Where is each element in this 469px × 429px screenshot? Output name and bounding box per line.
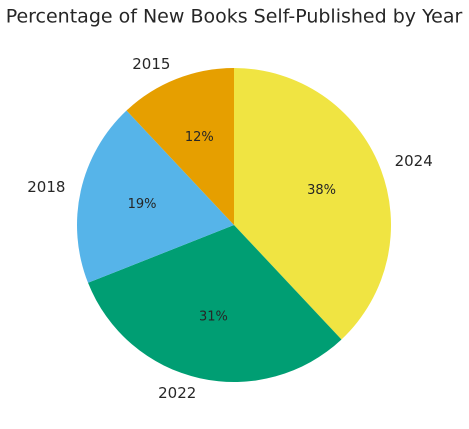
chart-title: Percentage of New Books Self-Published b… bbox=[6, 6, 463, 28]
slice-label: 2018 bbox=[27, 178, 65, 196]
value-label: 12% bbox=[185, 130, 214, 145]
value-label: 31% bbox=[199, 309, 228, 324]
value-label: 19% bbox=[128, 197, 157, 212]
pie-slice bbox=[88, 225, 342, 383]
slice-label: 2024 bbox=[395, 152, 433, 170]
pie-slice bbox=[126, 68, 234, 225]
pie-slice bbox=[77, 110, 234, 283]
slice-label: 2015 bbox=[132, 55, 170, 73]
slice-label: 2022 bbox=[158, 384, 196, 402]
pie-slice bbox=[234, 68, 392, 340]
value-label: 38% bbox=[307, 183, 336, 198]
